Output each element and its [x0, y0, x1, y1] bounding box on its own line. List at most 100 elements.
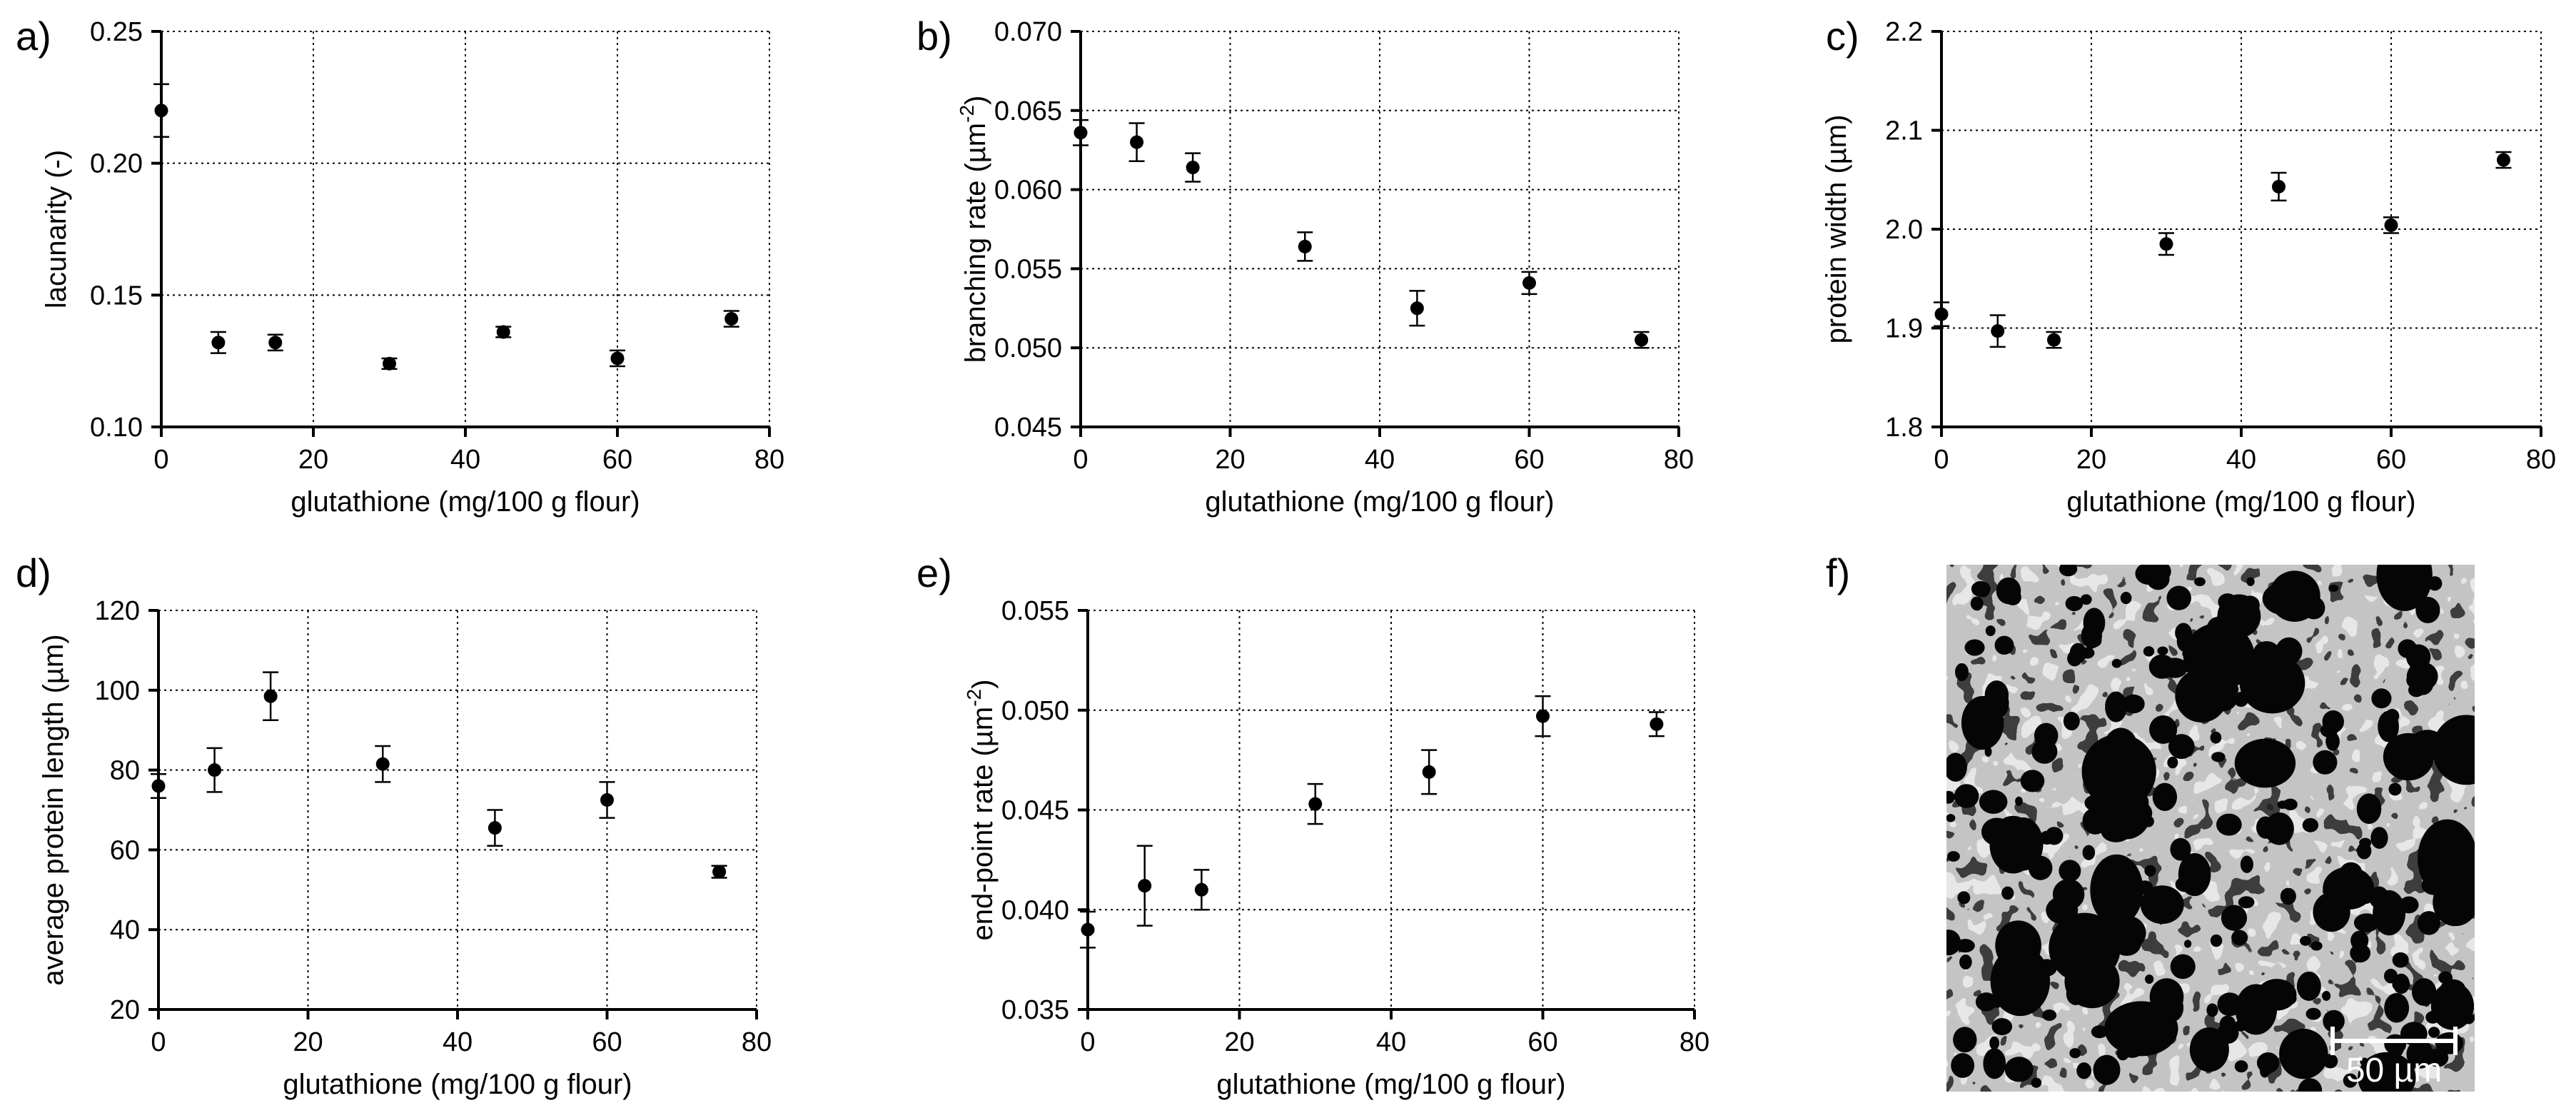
x-tick-label: 80: [742, 1027, 772, 1057]
x-tick-label: 20: [1215, 445, 1245, 475]
pore: [2082, 845, 2096, 860]
pore: [1959, 955, 1972, 970]
pore: [2063, 712, 2080, 731]
marker: [2047, 333, 2061, 347]
panel-label: a): [16, 14, 51, 59]
pore: [1953, 1027, 1977, 1053]
x-axis-label: glutathione (mg/100 g flour): [283, 1069, 632, 1100]
data-point-3: [1193, 869, 1210, 911]
chart-panel-2: b) 0 20 40 60 80 0.045 0.050 0.055 0.060 0.065 0.07…: [916, 14, 1694, 518]
pore: [2219, 1015, 2236, 1032]
x-tick-label: 40: [1376, 1027, 1406, 1057]
data-point-1: [153, 83, 169, 138]
y-tick-label: 0.10: [90, 413, 143, 443]
marker: [1074, 126, 1088, 140]
pore: [2299, 1083, 2315, 1092]
pore: [2111, 658, 2122, 668]
pore: [2126, 791, 2149, 814]
marker: [1522, 276, 1536, 290]
panel-label: b): [916, 14, 952, 59]
pore: [2140, 885, 2184, 925]
chart-panel-5: e) 0 20 40 60 80 0.035 0.040 0.045 0.050 0.055 glut…: [916, 550, 1709, 1100]
y-tick-label: 0.045: [1001, 796, 1069, 826]
data-point-3: [267, 333, 283, 352]
pore: [2042, 1009, 2057, 1022]
pore: [2183, 940, 2192, 948]
marker: [1138, 879, 1152, 893]
pore: [2238, 896, 2255, 909]
data-point-5: [2271, 171, 2287, 202]
pore: [2231, 930, 2248, 946]
y-tick-label: 40: [110, 915, 140, 945]
pore: [1976, 581, 1991, 598]
y-tick-label: 0.050: [1001, 696, 1069, 726]
marker: [211, 336, 226, 350]
pore: [2031, 1077, 2042, 1088]
x-tick-label: 0: [1934, 445, 1949, 475]
pore: [2081, 623, 2103, 649]
data-point-6: [1535, 695, 1551, 737]
pore: [2003, 817, 2044, 871]
marker: [488, 821, 502, 835]
pore: [2280, 887, 2296, 905]
data-point-5: [487, 809, 503, 847]
pore: [2383, 732, 2434, 781]
x-tick-label: 20: [293, 1027, 323, 1057]
x-tick-label: 40: [1365, 445, 1395, 475]
data-point-2: [1136, 845, 1153, 927]
pore: [2168, 734, 2195, 760]
pore: [1955, 663, 1969, 681]
grid: [158, 610, 757, 1009]
pore: [2310, 941, 2323, 951]
pore: [2084, 795, 2104, 811]
pore: [1983, 1048, 2006, 1079]
pore: [2049, 912, 2121, 984]
marker: [2384, 218, 2398, 232]
marker: [600, 793, 614, 807]
y-axis-label: end-point rate (µm-2): [963, 680, 999, 941]
pore: [2166, 585, 2191, 610]
data-point-6: [610, 349, 625, 368]
data-point-4: [375, 745, 391, 783]
y-tick-label: 0.040: [1001, 895, 1069, 925]
grid: [1941, 31, 2542, 427]
pore: [1981, 817, 2013, 846]
pore: [2350, 930, 2369, 951]
pore: [2248, 757, 2268, 774]
pore: [2194, 577, 2206, 587]
pore: [2305, 1007, 2321, 1020]
pore: [2221, 905, 2248, 931]
pore: [2356, 793, 2382, 825]
pore: [2069, 643, 2087, 663]
y-tick-label: 0.035: [1001, 995, 1069, 1025]
pore: [2238, 1006, 2249, 1016]
pore: [2404, 1060, 2416, 1071]
pore: [2052, 879, 2085, 910]
data-point-4: [381, 356, 398, 371]
pore: [1979, 790, 2008, 814]
pore: [2113, 1004, 2151, 1058]
pore: [2157, 646, 2168, 655]
pore: [2020, 770, 2045, 792]
pore: [2094, 932, 2111, 956]
micrograph-image: [1946, 565, 2475, 1092]
pore: [2183, 623, 2255, 691]
pore: [2323, 867, 2375, 910]
pore: [2004, 1057, 2034, 1082]
pore: [2325, 732, 2340, 751]
pore: [2076, 1062, 2092, 1079]
marker: [154, 104, 168, 118]
pore: [2358, 1052, 2416, 1092]
pore: [2457, 745, 2475, 764]
pore: [1961, 695, 2004, 750]
pore: [2398, 639, 2418, 658]
pore: [2322, 710, 2345, 733]
pore: [2091, 1025, 2108, 1039]
pore: [2323, 1054, 2338, 1069]
grid: [1081, 31, 1680, 427]
marker: [1934, 307, 1949, 321]
marker: [1410, 301, 1424, 316]
pore: [2122, 694, 2145, 714]
pore: [1985, 625, 1996, 636]
pore: [1989, 1036, 2000, 1050]
